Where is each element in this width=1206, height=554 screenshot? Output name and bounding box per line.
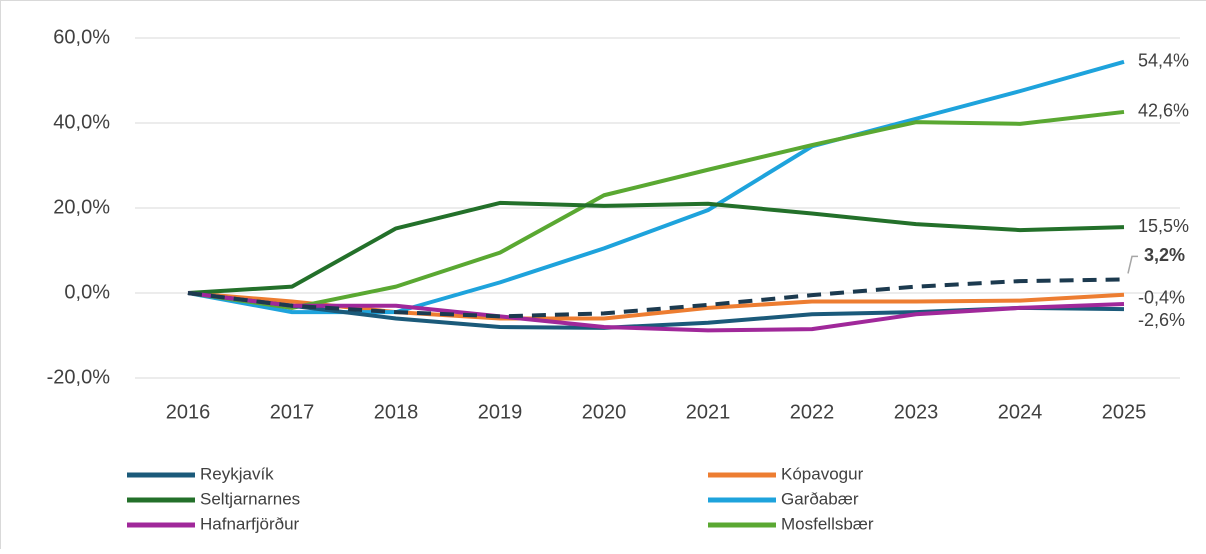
y-tick-label: 20,0% xyxy=(53,196,110,218)
x-tick-label: 2017 xyxy=(270,401,315,423)
value-label: -2,6% xyxy=(1138,310,1185,330)
x-tick-label: 2025 xyxy=(1102,401,1147,423)
x-tick-label: 2022 xyxy=(790,401,835,423)
y-tick-label: 60,0% xyxy=(53,26,110,48)
y-tick-label: 0,0% xyxy=(64,281,110,303)
legend-label: Seltjarnarnes xyxy=(200,489,300,508)
value-label: 54,4% xyxy=(1138,51,1189,71)
y-tick-label: -20,0% xyxy=(47,366,111,388)
series-line xyxy=(188,62,1124,312)
y-tick-label: 40,0% xyxy=(53,111,110,133)
x-tick-label: 2020 xyxy=(582,401,627,423)
series-line xyxy=(188,203,1124,293)
series-line xyxy=(188,112,1124,308)
value-label: 15,5% xyxy=(1138,216,1189,236)
x-tick-label: 2024 xyxy=(998,401,1043,423)
x-tick-label: 2021 xyxy=(686,401,731,423)
legend-label: Kópavogur xyxy=(781,464,864,483)
legend-label: Reykjavík xyxy=(200,464,274,483)
x-tick-label: 2018 xyxy=(374,401,419,423)
legend-label: Garðabær xyxy=(781,489,859,508)
leader-line xyxy=(1128,256,1138,273)
legend-label: Hafnarfjörður xyxy=(200,514,300,533)
x-tick-label: 2016 xyxy=(166,401,211,423)
value-label: 3,2% xyxy=(1144,245,1185,265)
legend-label: Mosfellsbær xyxy=(781,514,874,533)
value-label: -0,4% xyxy=(1138,287,1185,307)
x-tick-label: 2019 xyxy=(478,401,523,423)
x-tick-label: 2023 xyxy=(894,401,939,423)
value-label: 42,6% xyxy=(1138,101,1189,121)
